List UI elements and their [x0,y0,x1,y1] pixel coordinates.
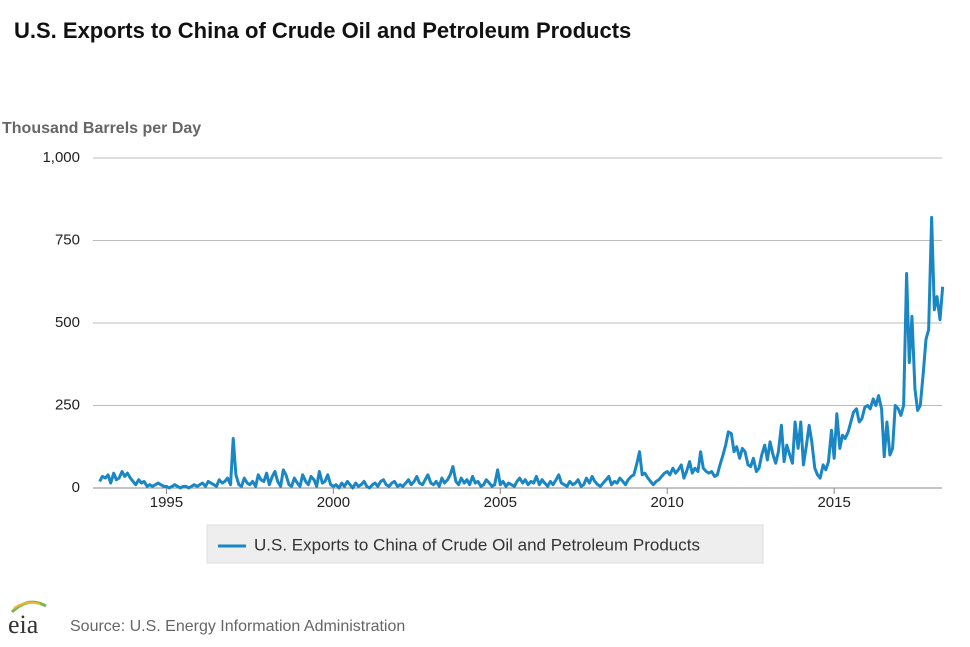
legend-label: U.S. Exports to China of Crude Oil and P… [254,535,700,554]
logo: eia [8,610,39,639]
logo-arc [13,601,41,609]
y-tick-label: 250 [55,396,80,413]
y-tick-label: 500 [55,314,80,331]
x-tick-label: 2010 [651,494,684,511]
y-tick-label: 750 [55,231,80,248]
y-tick-label: 1,000 [42,149,80,166]
source: Source: U.S. Energy Information Administ… [70,618,405,635]
data-line [98,215,945,490]
y-tick-label: 0 [72,479,80,496]
chart-title: U.S. Exports to China of Crude Oil and P… [14,18,631,43]
y-axis-label: Thousand Barrels per Day [2,120,201,137]
x-tick-label: 2000 [317,494,350,511]
x-tick-label: 2015 [817,494,850,511]
legend-box [206,524,764,564]
x-tick-label: 2005 [484,494,517,511]
x-tick-label: 1995 [150,494,183,511]
